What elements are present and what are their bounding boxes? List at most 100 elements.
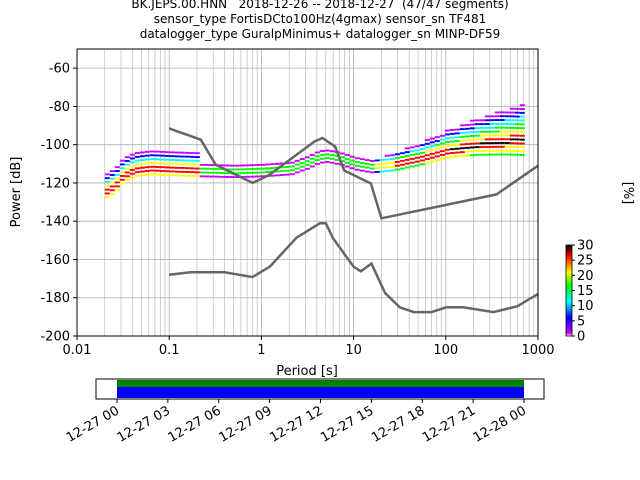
heatmap-bin: [144, 170, 150, 172]
heatmap-bin: [504, 149, 510, 152]
heatmap-bin: [434, 140, 440, 142]
heatmap-bin: [379, 166, 385, 169]
heatmap-bin: [519, 111, 525, 114]
heatmap-bin: [444, 141, 450, 143]
heatmap-bin: [454, 140, 460, 142]
heatmap-bin: [484, 149, 490, 152]
heatmap-bin: [489, 146, 495, 148]
heatmap-bin: [499, 134, 505, 137]
heatmap-bin: [439, 154, 445, 156]
heatmap-bin: [264, 163, 270, 166]
x-axis-label: Period [s]: [276, 364, 338, 379]
colorbar-tick-label: 10: [577, 299, 594, 314]
heatmap-bin: [469, 138, 475, 141]
heatmap-bin: [144, 158, 150, 161]
heatmap-bin: [289, 169, 295, 172]
heatmap-bin: [284, 166, 290, 168]
heatmap-bin: [149, 169, 155, 172]
heatmap-bin: [499, 119, 505, 121]
y-axis-ticks: -60 -80 -100 -120 -140 -160 -180 -200: [40, 62, 77, 345]
heatmap-bin: [449, 132, 455, 135]
heatmap-bin: [164, 151, 170, 154]
heatmap-bin: [284, 162, 290, 165]
heatmap-bin: [519, 104, 525, 107]
heatmap-bin: [499, 149, 505, 152]
heatmap-bin: [384, 154, 390, 157]
heatmap-bin: [104, 196, 110, 199]
heatmap-bin: [184, 159, 190, 162]
heatmap-bin: [169, 174, 175, 177]
heatmap-bin: [449, 140, 455, 143]
heatmap-bin: [419, 155, 425, 158]
heatmap-bin: [324, 161, 330, 163]
heatmap-bin: [124, 171, 130, 174]
heatmap-bin: [384, 162, 390, 165]
heatmap-bin: [519, 150, 525, 152]
heatmap-bin: [484, 130, 490, 133]
heatmap-bin: [194, 175, 200, 178]
noise-model-nlnm: [169, 222, 538, 314]
heatmap-bin: [234, 168, 240, 171]
heatmap-bin: [514, 115, 520, 118]
heatmap-bin: [444, 129, 450, 132]
heatmap-bin: [249, 164, 255, 167]
heatmap-bin: [144, 162, 150, 165]
heatmap-bin: [439, 138, 445, 141]
heatmap-bin: [139, 162, 145, 165]
heatmap-bin: [149, 150, 155, 153]
heatmap-bin: [229, 176, 235, 178]
heatmap-bin: [299, 169, 305, 172]
heatmap-bin: [389, 154, 395, 157]
heatmap-bin: [134, 171, 140, 174]
heatmap-bin: [129, 172, 135, 175]
heatmap-bin: [484, 142, 490, 145]
heatmap-bin: [154, 154, 160, 157]
heatmap-bin: [444, 145, 450, 147]
heatmap-bin: [124, 179, 130, 181]
heatmap-bin: [214, 175, 220, 178]
heatmap-bin: [369, 167, 375, 170]
heatmap-bin: [304, 156, 310, 159]
heatmap-bin: [234, 172, 240, 175]
heatmap-bin: [484, 115, 490, 118]
heatmap-bin: [424, 158, 430, 160]
heatmap-bin: [184, 174, 190, 177]
noise-model-curves: [168, 127, 538, 314]
heatmap-bin: [519, 146, 525, 149]
heatmap-bin: [374, 171, 380, 173]
heatmap-bin: [489, 115, 495, 118]
heatmap-bin: [189, 155, 195, 158]
heatmap-bin: [434, 147, 440, 150]
time-tick-label: 12-27 15: [318, 403, 376, 445]
heatmap-bin: [389, 158, 395, 160]
heatmap-bin: [439, 150, 445, 153]
heatmap-bin: [154, 169, 160, 172]
heatmap-bin: [514, 130, 520, 133]
heatmap-bin: [349, 159, 355, 162]
x-tick-label: 1: [257, 343, 265, 358]
heatmap-bin: [279, 166, 285, 169]
heatmap-bin: [189, 152, 195, 154]
time-tick-label: 12-27 00: [64, 403, 122, 445]
heatmap-bin: [489, 153, 495, 156]
heatmap-bin: [134, 152, 140, 154]
heatmap-bin: [454, 136, 460, 139]
grid-lines: [76, 49, 538, 337]
heatmap-bin: [164, 166, 170, 169]
coverage-bar-green: [117, 380, 524, 387]
heatmap-bin: [519, 134, 525, 137]
ppsd-heatmap: [104, 104, 525, 199]
heatmap-bin: [479, 134, 485, 137]
x-tick-label: 100: [433, 343, 458, 358]
heatmap-bin: [164, 174, 170, 176]
heatmap-bin: [434, 159, 440, 162]
heatmap-bin: [504, 153, 510, 156]
heatmap-bin: [399, 167, 405, 170]
heatmap-bin: [494, 130, 500, 133]
heatmap-bin: [474, 119, 480, 122]
heatmap-bin: [149, 165, 155, 168]
chart-title-line-1: BK.JEPS.00.HNN 2018-12-26 -- 2018-12-27 …: [131, 0, 509, 11]
heatmap-bin: [429, 141, 435, 144]
heatmap-bin: [149, 158, 155, 160]
